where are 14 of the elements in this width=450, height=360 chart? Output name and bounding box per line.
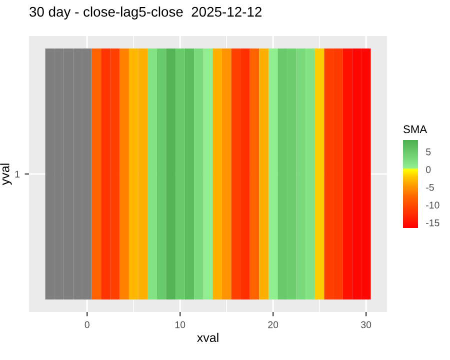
color-bar-title: SMA (404, 125, 428, 134)
x-axis-title: xval (197, 332, 218, 342)
color-bar-label: -5 (426, 184, 434, 191)
y-tick-label: 1 (15, 170, 20, 178)
x-tick-label: 10 (175, 321, 186, 328)
color-bar-label: 5 (426, 148, 431, 156)
color-bar-label: -15 (426, 220, 440, 226)
chart-title: 30 day - close-lag5-close 2025-12-12 (30, 6, 262, 20)
x-tick-label: 30 (361, 321, 372, 328)
x-tick-label: 20 (268, 321, 278, 328)
color-bar-label: 0 (426, 166, 431, 174)
y-axis-title: yval (0, 164, 12, 186)
x-tick-label: 0 (84, 321, 90, 328)
color-bar-label: -10 (426, 202, 440, 209)
